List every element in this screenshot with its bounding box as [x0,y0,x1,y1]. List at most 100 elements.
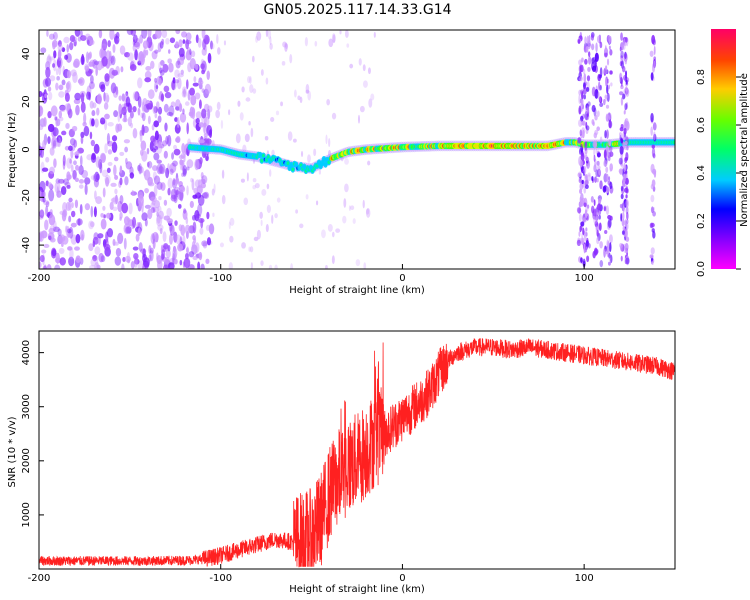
spectrogram-cell [201,108,207,119]
spectrogram-cell [89,131,93,140]
spectrogram-cell [161,30,168,39]
spectrogram-cell [140,248,147,254]
spectrogram-cell [176,116,180,129]
spectrogram-cell [269,36,272,46]
spectrogram-cell [597,203,602,211]
spectrogram-cell [603,206,606,212]
spectrogram-cell [187,89,191,101]
spectrogram-cell [113,241,119,246]
spectrogram-cell [328,138,331,148]
spectrogram-cell [164,122,168,132]
spectrogram-cell [105,176,110,187]
spectrogram-cell [172,160,178,167]
spectrogram-cell [66,70,72,79]
spectrogram-cell [84,183,88,196]
snr-y-tick-label: 1000 [21,502,32,527]
spectrogram-cell [596,152,601,158]
spectrogram-cell [367,67,371,75]
spectrogram-cell [653,45,656,56]
spectrogram-cell [623,162,626,173]
spectrogram-cell [598,169,601,176]
spectrogram-cell [47,123,55,133]
spectrogram-cell [119,177,123,186]
spectrogram-cell [620,50,624,59]
spectrogram-cell [651,179,656,188]
spectrogram-cell [586,75,591,82]
spectrogram-cell [352,218,356,225]
spectrogram-cell [189,58,196,70]
spectrogram-cell [156,159,162,164]
spectrogram-cell [593,140,597,149]
spectrogram-cell [195,111,202,120]
spectrogram-cell [95,173,100,181]
spectrogram-cell [182,165,188,176]
spectrogram-cell [623,110,626,115]
spectrogram-cell [585,157,590,162]
spectrogram-cell [42,196,46,203]
spectrogram-cell [58,247,65,255]
spectrogram-cell [104,174,111,185]
spectrogram-cell [217,47,221,55]
spectrogram-cell [620,193,624,200]
spectrogram-cell [93,178,100,188]
spectrogram-cell [344,158,349,165]
spectrogram-cell [186,185,189,196]
spectrogram-cell [593,154,596,162]
spectrogram-cell [592,65,597,73]
spectrogram-cell [198,99,202,110]
spectrogram-cell [123,237,127,250]
spectrogram-cell [579,225,582,233]
spectrogram-cell [609,163,614,172]
spectrogram-cell [62,178,69,185]
spectrogram-cell [599,241,603,249]
spectrogram-cell [653,60,656,69]
spectrogram-cell [57,40,62,47]
spectrogram-cell [129,110,134,119]
snr-y-label: SNR (10 * v/v) [7,416,18,487]
spectrogram-cell [41,167,49,172]
spectrogram-cell [596,126,601,132]
spectrogram-cell [592,250,596,259]
spectrogram-cell [158,77,162,86]
spectrogram-cell [206,211,210,220]
spectrogram-cell [179,112,187,123]
spectrogram-cell [107,40,111,48]
spectrogram-cell [174,79,180,84]
spectrogram-cell [373,31,376,38]
spectrogram-cell [64,103,71,111]
spectrogram-cell [305,89,310,94]
spectrogram-cell [228,262,233,269]
spectrogram-cell [94,118,99,128]
spectrogram-cell [650,72,654,81]
spectrogram-cell [335,228,341,233]
spectrogram-cell [70,69,77,77]
spectrogram-cell [157,205,162,213]
spectrogram-cell [199,227,204,235]
spectrogram-cell [101,169,109,178]
spectrogram-cell [578,178,582,184]
spectrogram-cell [66,228,72,234]
spectrogram-cell [146,147,150,155]
spectrogram-cell [219,242,224,248]
spectrogram-cell [141,212,148,221]
spectrogram-cell [126,30,134,36]
spectrogram-cell [169,233,173,245]
spectrogram-cell [579,98,584,104]
spectrogram-cell [672,140,675,145]
spectrogram-cell [170,79,177,91]
spectrogram-cell [144,77,152,83]
spectrogram-cell [167,187,171,196]
spectrogram-cell [138,242,143,252]
spectrogram-cell [68,215,72,223]
spectrogram-cell [150,233,156,244]
spectrogram-cell [599,84,602,91]
spectrogram-cell [287,131,293,141]
spectrogram-cell [153,145,159,151]
spectrogram-cell [580,115,584,122]
spectrogram-cell [123,139,131,144]
spectrogram-cell [163,199,168,206]
spectrogram-cell [619,91,624,96]
spectrogram-cell [603,149,607,159]
spectrogram-cell [67,246,73,251]
spectrogram-cell [107,149,113,155]
